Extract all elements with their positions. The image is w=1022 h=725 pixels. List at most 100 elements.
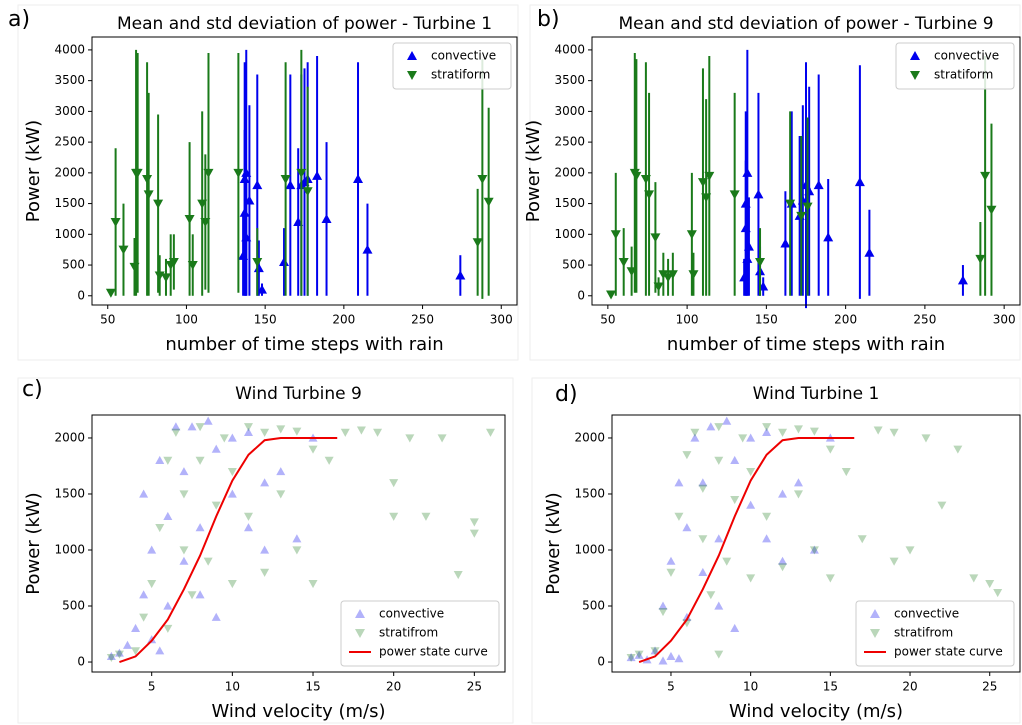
- panel-label: b): [537, 7, 560, 32]
- point: [873, 426, 883, 435]
- point: [163, 511, 173, 520]
- marker: [362, 244, 373, 254]
- marker: [658, 270, 669, 280]
- point: [453, 571, 463, 580]
- point: [147, 580, 157, 589]
- marker: [153, 199, 164, 209]
- point: [227, 467, 237, 477]
- point: [195, 590, 205, 599]
- marker: [631, 171, 642, 181]
- point: [921, 434, 931, 443]
- marker: [203, 168, 214, 178]
- marker: [743, 241, 754, 251]
- marker: [105, 288, 116, 298]
- y-axis-label: Power (kW): [523, 120, 544, 222]
- point: [714, 456, 724, 465]
- marker: [197, 199, 208, 209]
- y-tick-label: 500: [62, 599, 85, 613]
- point: [674, 478, 684, 487]
- point: [260, 568, 270, 577]
- marker: [233, 168, 244, 178]
- y-tick-label: 2000: [554, 165, 585, 179]
- point: [389, 479, 399, 488]
- point: [666, 556, 676, 565]
- point: [211, 444, 221, 453]
- marker: [986, 205, 997, 215]
- y-tick-label: 4000: [54, 42, 85, 56]
- point: [292, 427, 302, 436]
- y-axis-label: Power (kW): [23, 120, 44, 222]
- y-tick-label: 2000: [54, 165, 85, 179]
- legend-swatch: [407, 71, 417, 80]
- panel: d) Wind Turbine 1 Wind velocity (m/s) Power…: [543, 382, 1021, 722]
- legend-swatch: [407, 51, 417, 60]
- legend-swatch: [910, 71, 920, 80]
- legend-label: convective: [894, 607, 959, 621]
- marker: [729, 190, 740, 200]
- marker: [252, 180, 263, 190]
- point: [953, 445, 963, 454]
- x-tick-label: 300: [490, 313, 513, 327]
- marker: [644, 190, 655, 200]
- point: [211, 612, 221, 621]
- point: [793, 425, 803, 434]
- x-tick-label: 100: [676, 313, 699, 327]
- x-tick-label: 15: [305, 680, 320, 694]
- point: [203, 557, 213, 566]
- marker: [742, 253, 753, 263]
- point: [308, 580, 318, 589]
- point: [139, 489, 149, 498]
- point: [682, 612, 692, 621]
- plot-area: [105, 49, 494, 299]
- point: [243, 423, 253, 432]
- point: [171, 422, 181, 431]
- point: [722, 557, 732, 566]
- point: [634, 650, 644, 659]
- point: [714, 601, 724, 610]
- legend-box: [340, 600, 500, 667]
- point: [746, 500, 756, 509]
- plot-area: [606, 49, 997, 309]
- marker: [785, 199, 796, 209]
- x-tick-label: 10: [743, 680, 758, 694]
- marker: [742, 167, 753, 177]
- y-tick-label: 3000: [554, 104, 585, 118]
- marker: [606, 290, 617, 300]
- point: [106, 651, 116, 661]
- legend-swatch: [355, 609, 365, 618]
- panel: a) Mean and std deviation of power - Turb…: [8, 7, 518, 355]
- point: [179, 490, 189, 499]
- point: [187, 422, 197, 431]
- marker: [980, 171, 991, 181]
- point: [626, 653, 636, 663]
- point: [139, 613, 149, 622]
- marker: [704, 171, 715, 181]
- marker: [667, 270, 678, 280]
- point: [276, 425, 286, 434]
- point: [485, 428, 495, 437]
- point: [674, 654, 684, 663]
- point: [155, 455, 165, 464]
- marker: [353, 173, 364, 183]
- marker: [312, 170, 323, 180]
- axes-frame: [91, 414, 506, 673]
- point: [650, 647, 660, 656]
- marker: [143, 190, 154, 200]
- marker: [279, 256, 290, 266]
- point: [762, 512, 772, 521]
- point: [825, 574, 835, 583]
- marker: [239, 207, 250, 217]
- y-tick-label: 500: [562, 258, 585, 272]
- point: [147, 545, 157, 554]
- point: [706, 422, 716, 431]
- point: [243, 512, 253, 521]
- point: [421, 512, 431, 521]
- marker: [697, 178, 708, 188]
- point: [227, 580, 237, 589]
- point: [746, 467, 756, 477]
- x-axis-label: number of time steps with rain: [165, 334, 443, 355]
- marker: [302, 187, 313, 197]
- x-tick-label: 200: [332, 313, 355, 327]
- point: [746, 574, 756, 583]
